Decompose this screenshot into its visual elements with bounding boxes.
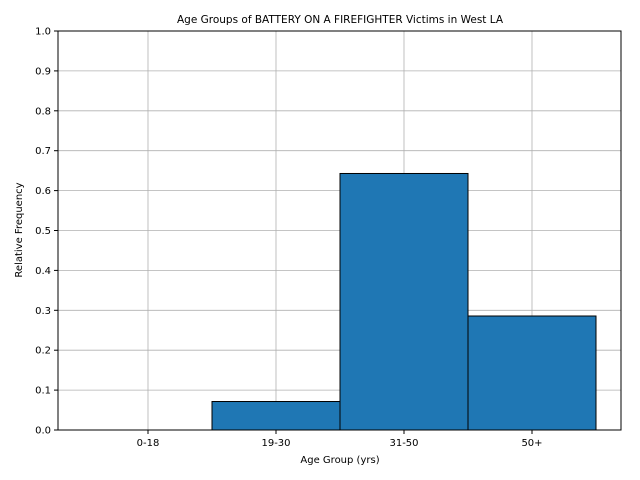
y-tick-label: 0.9: [35, 66, 51, 77]
y-tick-label: 0.7: [35, 146, 51, 157]
bar-50: [467, 315, 597, 431]
y-tick-label: 0.2: [35, 346, 51, 357]
y-axis: 0.0 0.1 0.2 0.3 0.4 0.5 0.6 0.7 0.8 0.9 1.0: [35, 27, 58, 437]
x-axis-label: Age Group (yrs): [300, 455, 379, 466]
y-axis-label: Relative Frequency: [14, 182, 25, 277]
bar-31-50: [339, 172, 469, 431]
x-tick-label: 0-18: [137, 438, 160, 449]
bars-layer: [211, 172, 597, 431]
x-tick-label: 31-50: [389, 438, 418, 449]
y-tick-label: 0.1: [35, 386, 51, 397]
y-tick-label: 0.3: [35, 306, 51, 317]
chart-title: Age Groups of BATTERY ON A FIREFIGHTER V…: [177, 14, 504, 26]
bar-19-30: [211, 401, 341, 431]
x-axis: 0-18 19-30 31-50 50+: [137, 430, 543, 449]
x-tick-label: 50+: [521, 438, 542, 449]
y-tick-label: 0.5: [35, 226, 51, 237]
y-tick-label: 0.6: [35, 186, 51, 197]
x-tick-label: 19-30: [261, 438, 290, 449]
y-tick-label: 0.0: [35, 426, 51, 437]
y-tick-label: 1.0: [35, 27, 51, 38]
y-tick-label: 0.4: [35, 266, 51, 277]
y-tick-label: 0.8: [35, 106, 51, 117]
